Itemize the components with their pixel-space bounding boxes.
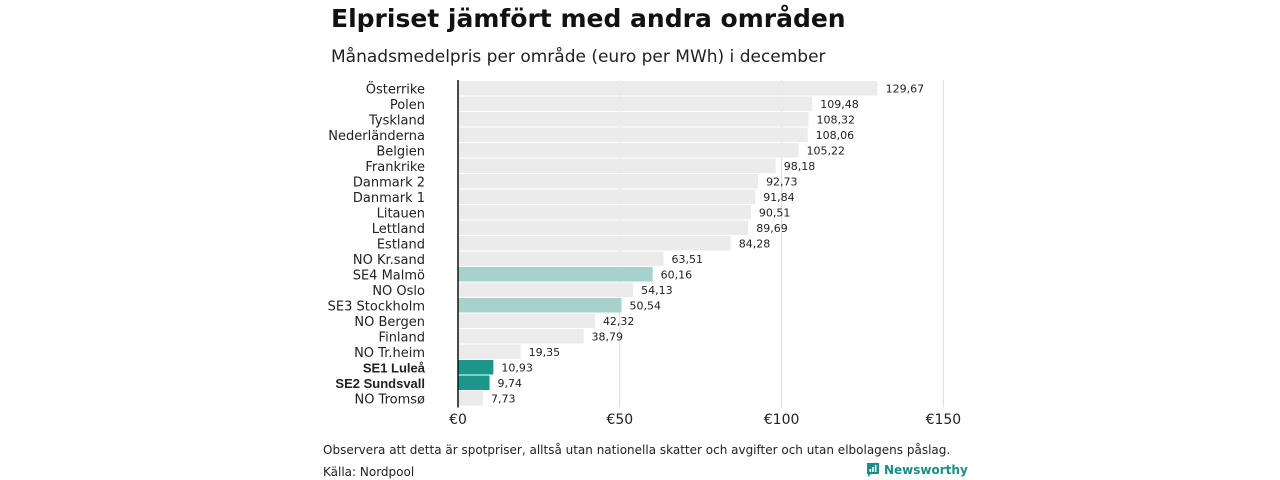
category-label: NO Kr.sand bbox=[353, 253, 425, 268]
category-label: Estland bbox=[377, 237, 425, 252]
bar bbox=[458, 282, 634, 297]
bar bbox=[458, 96, 813, 111]
value-label: 108,32 bbox=[817, 113, 856, 126]
value-label: 38,79 bbox=[592, 330, 624, 343]
value-label: 60,16 bbox=[661, 268, 693, 281]
value-label: 89,69 bbox=[756, 222, 788, 235]
x-tick-label: €50 bbox=[606, 412, 633, 428]
value-label: 90,51 bbox=[759, 206, 791, 219]
category-label: Nederländerna bbox=[328, 129, 425, 144]
x-tick-label: €0 bbox=[449, 412, 467, 428]
value-label: 7,73 bbox=[491, 392, 516, 405]
category-label: NO Oslo bbox=[372, 284, 425, 299]
category-label: Finland bbox=[379, 330, 425, 345]
category-label: Tyskland bbox=[368, 113, 425, 128]
value-label: 42,32 bbox=[603, 315, 635, 328]
brand-logo: Newsworthy bbox=[866, 462, 968, 478]
value-label: 109,48 bbox=[820, 98, 859, 111]
x-tick-label: €100 bbox=[764, 412, 800, 428]
bar bbox=[458, 189, 756, 204]
category-label: Österrike bbox=[366, 80, 425, 97]
category-label: Lettland bbox=[372, 222, 425, 237]
category-label: Danmark 2 bbox=[353, 175, 425, 190]
value-label: 50,54 bbox=[630, 299, 662, 312]
bar bbox=[458, 375, 490, 390]
chart-subtitle: Månadsmedelpris per område (euro per MWh… bbox=[331, 47, 826, 67]
bar bbox=[458, 158, 776, 173]
category-label: Belgien bbox=[376, 144, 425, 159]
category-label: Litauen bbox=[377, 206, 425, 221]
bar bbox=[458, 313, 595, 328]
bar bbox=[458, 205, 751, 220]
category-label: NO Tr.heim bbox=[354, 346, 425, 361]
bar bbox=[458, 174, 759, 189]
x-tick-label: €150 bbox=[926, 412, 962, 428]
value-label: 63,51 bbox=[672, 253, 704, 266]
bar bbox=[458, 143, 799, 158]
bar bbox=[458, 236, 731, 251]
category-label: Polen bbox=[390, 98, 425, 113]
bar bbox=[458, 391, 484, 406]
bar bbox=[458, 267, 653, 282]
value-label: 9,74 bbox=[498, 377, 523, 390]
value-label: 129,67 bbox=[886, 82, 925, 95]
bar bbox=[458, 344, 521, 359]
brand-name: Newsworthy bbox=[884, 463, 968, 477]
category-label: SE2 Sundsvall bbox=[335, 376, 425, 391]
bar bbox=[458, 298, 622, 313]
value-label: 105,22 bbox=[806, 144, 845, 157]
category-label: NO Bergen bbox=[354, 315, 425, 330]
bar bbox=[458, 81, 878, 96]
value-label: 19,35 bbox=[529, 346, 561, 359]
bar bbox=[458, 127, 808, 142]
category-label: Frankrike bbox=[365, 160, 425, 175]
footnote: Observera att detta är spotpriser, allts… bbox=[323, 443, 951, 457]
value-label: 54,13 bbox=[641, 284, 673, 297]
value-label: 10,93 bbox=[501, 361, 533, 374]
value-label: 84,28 bbox=[739, 237, 771, 250]
category-label: SE3 Stockholm bbox=[328, 299, 425, 314]
category-label: Danmark 1 bbox=[353, 191, 425, 206]
chart-title: Elpriset jämfört med andra områden bbox=[331, 4, 846, 33]
value-label: 91,84 bbox=[763, 191, 795, 204]
source-text: Källa: Nordpool bbox=[323, 465, 415, 479]
category-label: SE1 Luleå bbox=[363, 360, 426, 375]
value-label: 92,73 bbox=[766, 175, 798, 188]
bar-chart-icon bbox=[867, 463, 879, 477]
bar bbox=[458, 220, 749, 235]
bar bbox=[458, 360, 494, 375]
bar bbox=[458, 329, 584, 344]
bar bbox=[458, 112, 809, 127]
value-label: 108,06 bbox=[816, 129, 855, 142]
bar bbox=[458, 251, 664, 266]
value-label: 98,18 bbox=[784, 160, 816, 173]
category-label: SE4 Malmö bbox=[353, 268, 425, 283]
category-label: NO Tromsø bbox=[354, 392, 425, 407]
